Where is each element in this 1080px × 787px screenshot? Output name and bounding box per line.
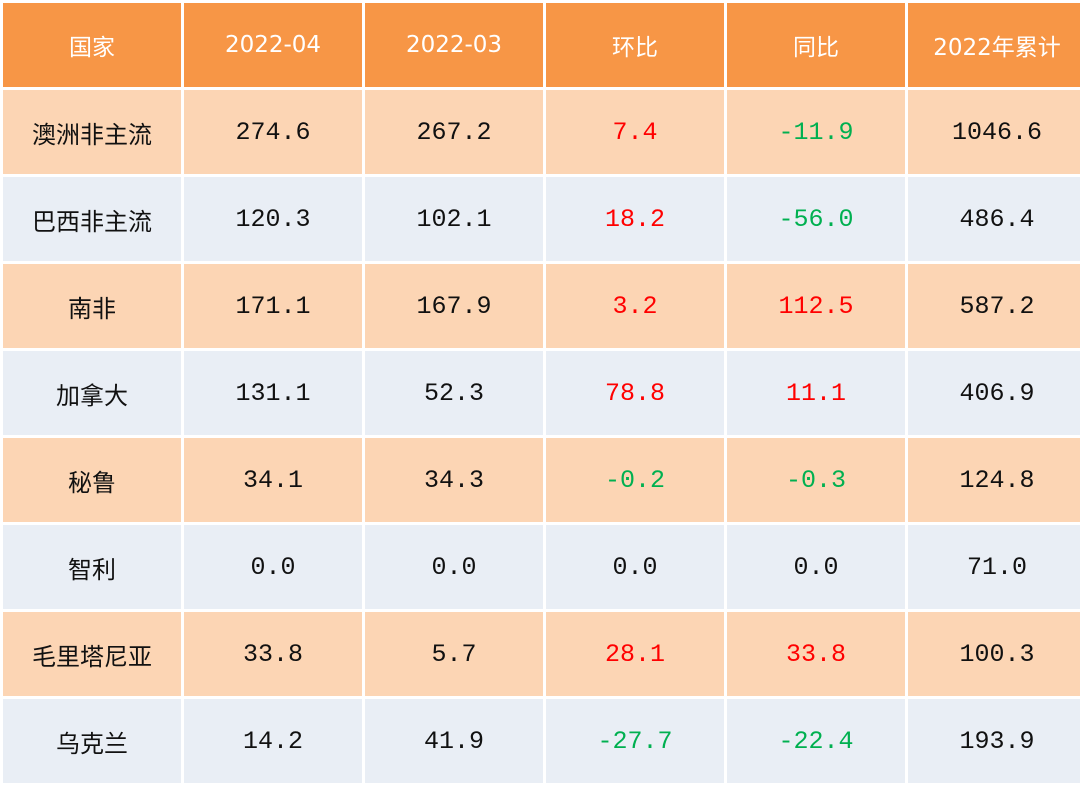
header-yoy: 同比: [727, 3, 905, 87]
yoy-cell: -56.0: [727, 177, 905, 261]
country-cell: 秘鲁: [3, 438, 181, 522]
ytd-cell: 71.0: [908, 525, 1080, 609]
ytd-cell: 587.2: [908, 264, 1080, 348]
mar-cell: 0.0: [365, 525, 543, 609]
country-cell: 乌克兰: [3, 699, 181, 783]
country-cell: 南非: [3, 264, 181, 348]
apr-cell: 171.1: [184, 264, 362, 348]
header-mom: 环比: [546, 3, 724, 87]
apr-cell: 33.8: [184, 612, 362, 696]
mom-cell: 18.2: [546, 177, 724, 261]
header-ytd: 2022年累计: [908, 3, 1080, 87]
yoy-cell: 112.5: [727, 264, 905, 348]
apr-cell: 0.0: [184, 525, 362, 609]
ytd-cell: 100.3: [908, 612, 1080, 696]
mar-cell: 5.7: [365, 612, 543, 696]
mar-cell: 52.3: [365, 351, 543, 435]
mom-cell: 3.2: [546, 264, 724, 348]
yoy-cell: 33.8: [727, 612, 905, 696]
ytd-cell: 193.9: [908, 699, 1080, 783]
mom-cell: 78.8: [546, 351, 724, 435]
header-country: 国家: [3, 3, 181, 87]
mar-cell: 267.2: [365, 90, 543, 174]
country-cell: 巴西非主流: [3, 177, 181, 261]
header-2022-04: 2022-04: [184, 3, 362, 87]
mar-cell: 34.3: [365, 438, 543, 522]
apr-cell: 131.1: [184, 351, 362, 435]
ytd-cell: 486.4: [908, 177, 1080, 261]
yoy-cell: 0.0: [727, 525, 905, 609]
mom-cell: 0.0: [546, 525, 724, 609]
header-2022-03: 2022-03: [365, 3, 543, 87]
country-cell: 加拿大: [3, 351, 181, 435]
mom-cell: 7.4: [546, 90, 724, 174]
ytd-cell: 124.8: [908, 438, 1080, 522]
yoy-cell: -22.4: [727, 699, 905, 783]
ytd-cell: 1046.6: [908, 90, 1080, 174]
mar-cell: 41.9: [365, 699, 543, 783]
mom-cell: -27.7: [546, 699, 724, 783]
apr-cell: 34.1: [184, 438, 362, 522]
country-cell: 澳洲非主流: [3, 90, 181, 174]
ytd-cell: 406.9: [908, 351, 1080, 435]
country-cell: 智利: [3, 525, 181, 609]
apr-cell: 14.2: [184, 699, 362, 783]
mar-cell: 102.1: [365, 177, 543, 261]
yoy-cell: -11.9: [727, 90, 905, 174]
apr-cell: 120.3: [184, 177, 362, 261]
mom-cell: -0.2: [546, 438, 724, 522]
country-cell: 毛里塔尼亚: [3, 612, 181, 696]
mar-cell: 167.9: [365, 264, 543, 348]
yoy-cell: 11.1: [727, 351, 905, 435]
mom-cell: 28.1: [546, 612, 724, 696]
apr-cell: 274.6: [184, 90, 362, 174]
yoy-cell: -0.3: [727, 438, 905, 522]
